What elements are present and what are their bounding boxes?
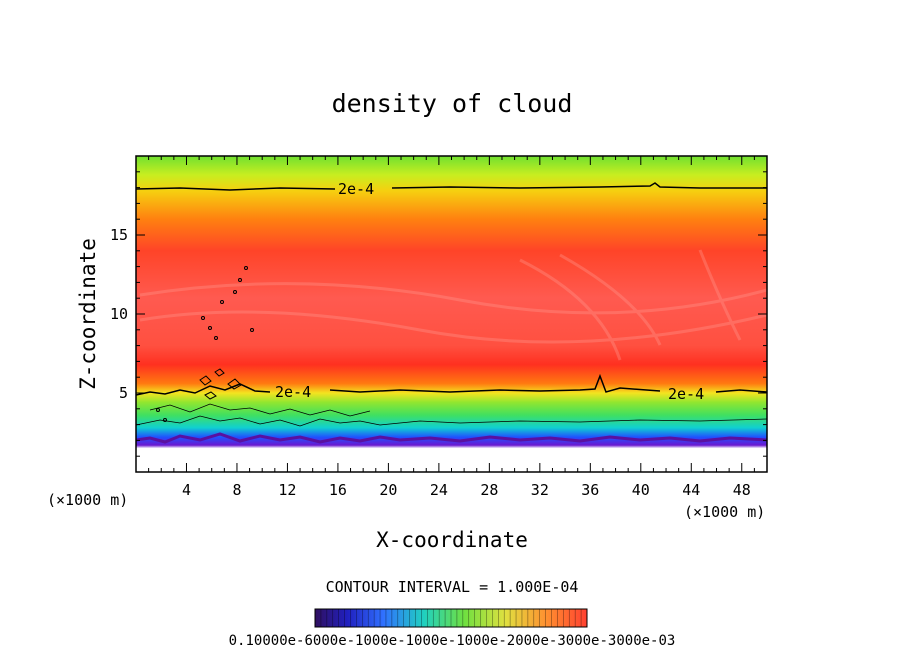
- y-axis-label: Z-coordinate: [76, 238, 100, 390]
- colorbar-segments: [320, 609, 582, 627]
- x-tick-label: 48: [733, 481, 751, 499]
- field-lower-edge: [136, 432, 767, 444]
- field-texture: [139, 249, 767, 361]
- contour-labels: 2e-4 2e-4 2e-4: [275, 180, 704, 403]
- field-fill: [136, 156, 767, 472]
- y-tick-label: 15: [110, 226, 128, 244]
- x-tick-label: 36: [581, 481, 599, 499]
- contour-interval-text: CONTOUR INTERVAL = 1.000E-04: [326, 578, 579, 596]
- x-tick-label: 4: [182, 481, 191, 499]
- x-axis-unit: (×1000 m): [684, 503, 765, 521]
- contour-label-lower-right: 2e-4: [668, 385, 704, 403]
- x-tick-label: 28: [480, 481, 498, 499]
- x-axis-ticks: 4 8 12 16 20 24 28 32 36 40 44 48: [148, 156, 755, 499]
- contour-thin: [136, 415, 767, 427]
- contour-lower: [136, 373, 767, 396]
- colorbar-labels: 0.10000e-6000e-1000e-1000e-1000e-2000e-3…: [229, 633, 676, 649]
- x-tick-label: 40: [632, 481, 650, 499]
- x-tick-label: 8: [232, 481, 241, 499]
- plot-area: [136, 156, 767, 472]
- x-tick-label: 12: [278, 481, 296, 499]
- x-tick-label: 32: [531, 481, 549, 499]
- x-tick-label: 24: [430, 481, 448, 499]
- y-axis-unit: (×1000 m): [47, 491, 128, 509]
- x-tick-label: 44: [682, 481, 700, 499]
- y-tick-label: 5: [119, 384, 128, 402]
- chart-title: density of cloud: [332, 89, 573, 118]
- x-tick-label: 16: [329, 481, 347, 499]
- contour-upper: [136, 182, 767, 191]
- y-axis-ticks: 5 10 15: [110, 171, 767, 457]
- y-tick-label: 10: [110, 305, 128, 323]
- contour-thin-2: [149, 403, 371, 417]
- contour-label-lower-left: 2e-4: [275, 383, 311, 401]
- x-axis-label: X-coordinate: [376, 528, 528, 552]
- x-tick-label: 20: [379, 481, 397, 499]
- contour-label-upper: 2e-4: [338, 180, 374, 198]
- contour-speckle: [156, 266, 254, 422]
